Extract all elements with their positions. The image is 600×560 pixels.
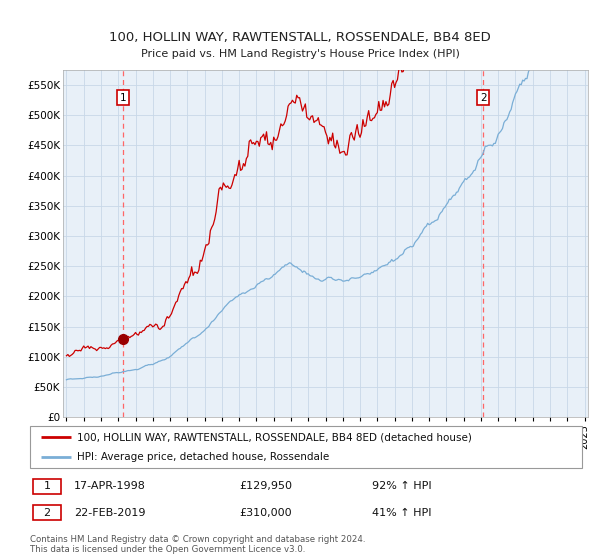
Text: Contains HM Land Registry data © Crown copyright and database right 2024.
This d: Contains HM Land Registry data © Crown c…	[30, 535, 365, 554]
Text: £310,000: £310,000	[240, 508, 292, 518]
Text: 100, HOLLIN WAY, RAWTENSTALL, ROSSENDALE, BB4 8ED (detached house): 100, HOLLIN WAY, RAWTENSTALL, ROSSENDALE…	[77, 432, 472, 442]
Text: 1: 1	[120, 93, 127, 103]
Text: 17-APR-1998: 17-APR-1998	[74, 481, 146, 491]
Text: 2: 2	[480, 93, 487, 103]
Text: HPI: Average price, detached house, Rossendale: HPI: Average price, detached house, Ross…	[77, 452, 329, 462]
Text: 92% ↑ HPI: 92% ↑ HPI	[372, 481, 432, 491]
Text: 1: 1	[44, 481, 50, 491]
Text: 22-FEB-2019: 22-FEB-2019	[74, 508, 146, 518]
FancyBboxPatch shape	[33, 505, 61, 520]
Text: Price paid vs. HM Land Registry's House Price Index (HPI): Price paid vs. HM Land Registry's House …	[140, 49, 460, 59]
Text: 100, HOLLIN WAY, RAWTENSTALL, ROSSENDALE, BB4 8ED: 100, HOLLIN WAY, RAWTENSTALL, ROSSENDALE…	[109, 31, 491, 44]
Text: 2: 2	[44, 508, 50, 518]
FancyBboxPatch shape	[33, 479, 61, 494]
Text: £129,950: £129,950	[240, 481, 293, 491]
Text: 41% ↑ HPI: 41% ↑ HPI	[372, 508, 432, 518]
FancyBboxPatch shape	[30, 426, 582, 468]
